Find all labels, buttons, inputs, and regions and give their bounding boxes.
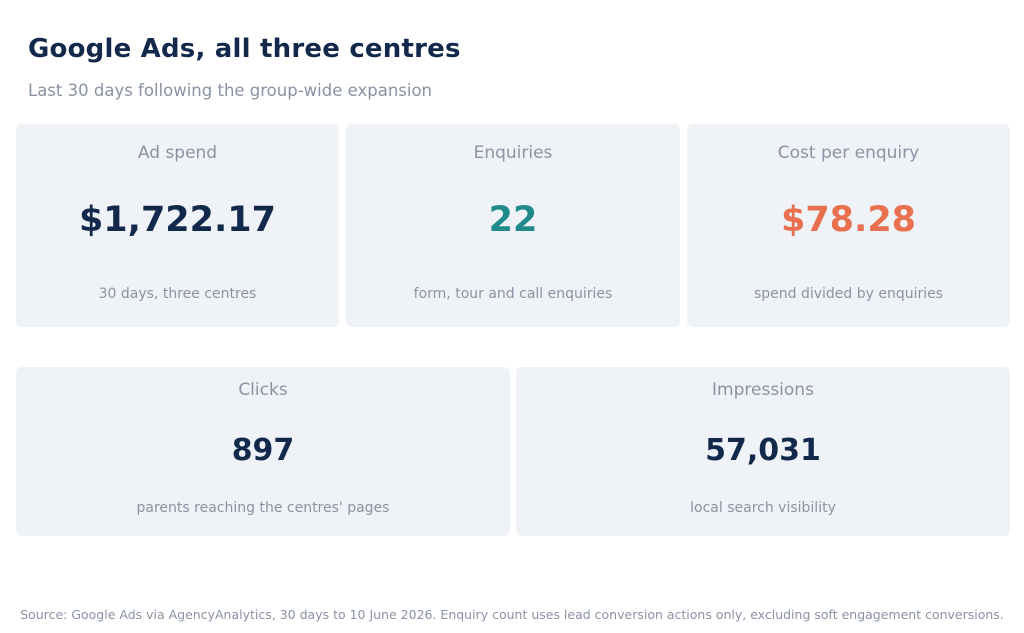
- kpi-label: Cost per enquiry: [777, 143, 920, 163]
- kpi-value: $1,722.17: [78, 200, 277, 240]
- kpi-note: 30 days, three centres: [98, 286, 257, 302]
- kpi-value: 897: [231, 433, 295, 468]
- kpi-note: spend divided by enquiries: [753, 286, 944, 302]
- kpi-card-ad-spend: Ad spend $1,722.17 30 days, three centre…: [16, 124, 339, 327]
- kpi-label: Enquiries: [473, 143, 553, 163]
- page-subtitle: Last 30 days following the group-wide ex…: [28, 81, 433, 100]
- kpi-card-impressions: Impressions 57,031 local search visibili…: [516, 367, 1010, 536]
- kpi-value: $78.28: [780, 200, 917, 240]
- kpi-note: form, tour and call enquiries: [413, 286, 613, 302]
- kpi-label: Clicks: [238, 380, 288, 400]
- kpi-value: 22: [488, 200, 538, 240]
- kpi-note: local search visibility: [690, 500, 836, 516]
- source-note: Source: Google Ads via AgencyAnalytics, …: [20, 607, 1004, 622]
- kpi-card-clicks: Clicks 897 parents reaching the centres'…: [16, 367, 510, 536]
- page-title: Google Ads, all three centres: [28, 34, 461, 64]
- kpi-label: Ad spend: [137, 143, 218, 163]
- kpi-note: parents reaching the centres' pages: [136, 500, 390, 516]
- kpi-card-cost-per-enquiry: Cost per enquiry $78.28 spend divided by…: [687, 124, 1010, 327]
- kpi-card-enquiries: Enquiries 22 form, tour and call enquiri…: [346, 124, 680, 327]
- kpi-label: Impressions: [712, 380, 814, 400]
- kpi-value: 57,031: [705, 433, 821, 468]
